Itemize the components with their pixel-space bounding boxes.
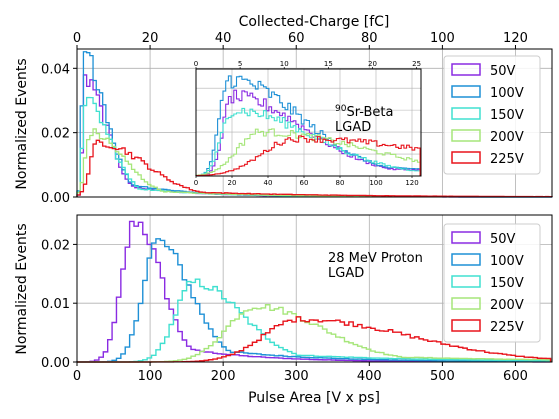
bottom-annotation-line1: 28 MeV Proton bbox=[328, 251, 423, 266]
top-legend-label-150V: 150V bbox=[490, 108, 524, 123]
bottom-legend-swatch-100V bbox=[451, 253, 481, 266]
bottom-ticks: 0 100 200 300 400 500 600 0.00 0.01 0.02 bbox=[41, 238, 528, 384]
bottom-xtick-label: 500 bbox=[430, 369, 455, 384]
top-xtick-label: 20 bbox=[142, 31, 159, 46]
bottom-xtick-label: 300 bbox=[284, 369, 309, 384]
top-legend-swatch-225V bbox=[451, 151, 481, 164]
inset-frame bbox=[195, 68, 422, 177]
inset-top-xtick-label: 25 bbox=[412, 60, 421, 68]
top-xtick-label: 40 bbox=[215, 31, 232, 46]
top-ytick-label: 0.02 bbox=[41, 127, 70, 142]
inset-xtick-label: 0 bbox=[194, 179, 198, 187]
top-xtick-label: 100 bbox=[430, 31, 455, 46]
bottom-xlabel: Pulse Area [V x ps] bbox=[248, 390, 380, 406]
top-legend-swatch-50V bbox=[451, 63, 481, 76]
inset-xtick-label: 120 bbox=[405, 179, 418, 187]
bottom-ytick-label: 0.02 bbox=[41, 238, 70, 253]
top-ytick-label: 0.00 bbox=[41, 191, 70, 206]
bottom-xtick-label: 200 bbox=[211, 369, 236, 384]
bottom-legend-label-225V: 225V bbox=[490, 320, 524, 335]
top-xtick-label: 120 bbox=[503, 31, 528, 46]
top-legend-swatch-200V bbox=[451, 129, 481, 142]
bottom-ytick-label: 0.01 bbox=[41, 297, 70, 312]
inset-xtick-label: 40 bbox=[264, 179, 273, 187]
bottom-ytick-label: 0.00 bbox=[41, 356, 70, 371]
bottom-ylabel: Normalized Events bbox=[14, 223, 30, 354]
inset-xtick-label: 60 bbox=[300, 179, 309, 187]
bottom-legend-label-150V: 150V bbox=[490, 276, 524, 291]
bottom-panel: 0 100 200 300 400 500 600 0.00 0.01 0.02 Pulse Ar… bbox=[14, 214, 553, 406]
bottom-legend: 50V 100V 150V 200V 225V bbox=[443, 223, 541, 343]
top-annotation-line2: LGAD bbox=[335, 120, 371, 135]
inset-series-100V bbox=[195, 75, 421, 177]
inset-series-150V bbox=[195, 107, 421, 177]
bottom-xtick-label: 400 bbox=[357, 369, 382, 384]
top-ylabel: Normalized Events bbox=[14, 58, 30, 189]
inset-top-xtick-label: 20 bbox=[368, 60, 377, 68]
bottom-series-150V bbox=[77, 278, 552, 363]
inset-xtick-label: 100 bbox=[369, 179, 382, 187]
inset-top-xtick-label: 10 bbox=[280, 60, 289, 68]
top-xlabel: Collected-Charge [fC] bbox=[239, 14, 390, 30]
top-legend-swatch-150V bbox=[451, 107, 481, 120]
top-legend-label-50V: 50V bbox=[490, 64, 516, 79]
inset-top-xtick-label: 15 bbox=[324, 60, 333, 68]
bottom-legend-label-100V: 100V bbox=[490, 254, 524, 269]
bottom-legend-label-200V: 200V bbox=[490, 298, 524, 313]
bottom-series-200V bbox=[77, 304, 552, 363]
top-legend-label-225V: 225V bbox=[490, 152, 524, 167]
bottom-legend-swatch-200V bbox=[451, 297, 481, 310]
top-legend-label-200V: 200V bbox=[490, 130, 524, 145]
bottom-legend-swatch-50V bbox=[451, 231, 481, 244]
bottom-xtick-label: 600 bbox=[503, 369, 528, 384]
top-ytick-label: 0.04 bbox=[41, 62, 70, 77]
inset-top-xtick-label: 0 bbox=[194, 60, 198, 68]
inset-background bbox=[196, 69, 421, 176]
inset-series-50V bbox=[195, 89, 421, 177]
bottom-legend-swatch-225V bbox=[451, 319, 481, 332]
top-xtick-label: 80 bbox=[361, 31, 378, 46]
inset-series-225V bbox=[195, 135, 421, 177]
top-xtick-label: 60 bbox=[288, 31, 305, 46]
top-xtick-label: 0 bbox=[73, 31, 81, 46]
inset-top-xtick-label: 5 bbox=[238, 60, 242, 68]
inset-series bbox=[195, 75, 421, 177]
inset-ticks: 0 20 40 60 80 100 120 0 5 10 15 20 25 bbox=[194, 60, 421, 187]
top-annotation-sup: 90 bbox=[335, 104, 347, 114]
top-legend: 50V 100V 150V 200V 225V bbox=[443, 55, 541, 175]
bottom-legend-swatch-150V bbox=[451, 275, 481, 288]
bottom-xtick-label: 0 bbox=[73, 369, 81, 384]
inset-xtick-label: 80 bbox=[336, 179, 345, 187]
top-legend-label-100V: 100V bbox=[490, 86, 524, 101]
top-axes-frame bbox=[76, 48, 553, 198]
bottom-annotation-line2: LGAD bbox=[328, 266, 364, 281]
inset-xtick-label: 20 bbox=[228, 179, 237, 187]
bottom-xtick-label: 100 bbox=[138, 369, 163, 384]
bottom-series-100V bbox=[77, 238, 552, 363]
bottom-legend-label-50V: 50V bbox=[490, 232, 516, 247]
top-series-225V bbox=[76, 139, 553, 198]
inset-plot: 0 20 40 60 80 100 120 0 5 10 15 20 25 90Sr-Beta LGAD bbox=[194, 60, 422, 187]
top-annotation-line1: Sr-Beta bbox=[346, 105, 393, 120]
inset-series-200V bbox=[195, 128, 421, 176]
bottom-axes-frame bbox=[76, 214, 553, 363]
top-legend-swatch-100V bbox=[451, 85, 481, 98]
top-annotation: 90Sr-Beta bbox=[335, 104, 393, 120]
